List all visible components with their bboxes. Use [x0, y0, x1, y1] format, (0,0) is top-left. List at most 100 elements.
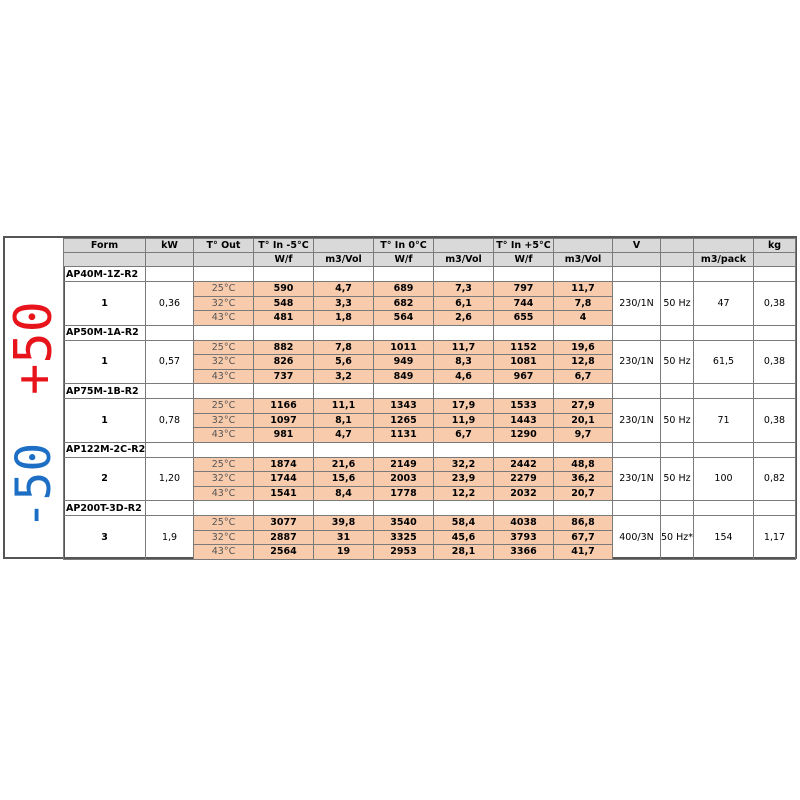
value-cell: 1778: [373, 485, 434, 501]
pack-cell: 61,5: [693, 339, 754, 384]
empty-cell: [373, 324, 434, 341]
value-cell: 2953: [373, 544, 434, 560]
t-out-cell: 25°C: [193, 281, 254, 297]
form-cell: 1: [63, 281, 146, 326]
header-row: W/f m3/Vol W/f m3/Vol W/f m3/Vol m3/pack: [63, 252, 796, 267]
empty-cell: [660, 383, 694, 399]
column-header: [193, 252, 254, 267]
form-cell: 3: [63, 515, 146, 560]
value-cell: 3366: [493, 544, 554, 560]
column-header: [753, 252, 796, 267]
value-cell: 981: [253, 427, 314, 443]
empty-cell: [493, 383, 554, 399]
value-cell: 8,3: [433, 354, 494, 370]
value-cell: 3,3: [313, 295, 374, 311]
column-header: W/f: [253, 252, 314, 267]
kw-cell: 1,9: [145, 515, 194, 560]
empty-cell: [373, 266, 434, 282]
empty-cell: [145, 324, 194, 341]
model-name: AP50M-1A-R2: [63, 324, 146, 341]
value-cell: 1343: [373, 398, 434, 414]
t-out-cell: 25°C: [193, 398, 254, 414]
empty-cell: [433, 324, 494, 341]
t-out-cell: 43°C: [193, 544, 254, 560]
value-cell: 2003: [373, 471, 434, 487]
value-cell: 67,7: [553, 529, 613, 545]
value-cell: 31: [313, 529, 374, 545]
empty-cell: [433, 383, 494, 399]
column-header: m3/Vol: [433, 252, 494, 267]
empty-cell: [693, 383, 754, 399]
column-header: m3/Vol: [313, 252, 374, 267]
frequency-cell: 50 Hz: [660, 398, 694, 443]
t-out-cell: 32°C: [193, 471, 254, 487]
value-cell: 11,9: [433, 412, 494, 428]
value-cell: 19,6: [553, 339, 613, 355]
empty-cell: [193, 441, 254, 458]
value-cell: 1874: [253, 456, 314, 472]
value-cell: 8,4: [313, 485, 374, 501]
value-cell: 23,9: [433, 471, 494, 487]
model-name: AP40M-1Z-R2: [63, 266, 146, 282]
weight-cell: 0,82: [753, 456, 796, 501]
value-cell: 1081: [493, 354, 554, 370]
voltage-cell: 400/3N: [612, 515, 661, 560]
value-cell: 7,8: [313, 339, 374, 355]
data-row: 43°C 481 1,8 564 2,6 655 4: [64, 310, 796, 326]
value-cell: 27,9: [553, 398, 613, 414]
empty-cell: [612, 383, 661, 399]
hot-limit-label: +50: [5, 301, 64, 395]
pack-cell: 71: [693, 398, 754, 443]
value-cell: 6,1: [433, 295, 494, 311]
value-cell: 4,7: [313, 281, 374, 297]
value-cell: 4: [553, 310, 613, 326]
model-row: AP75M-1B-R2: [63, 383, 796, 399]
t-out-cell: 25°C: [193, 339, 254, 355]
empty-cell: [193, 500, 254, 516]
temperature-range-column: +50 -50: [5, 238, 65, 557]
data-row: 1 0,78 25°C 1166 11,1 1343 17,9 1533 27,9 230/1N 5…: [63, 398, 796, 443]
empty-cell: [313, 441, 374, 458]
empty-cell: [493, 500, 554, 516]
column-header: [693, 238, 754, 253]
frequency-cell: 50 Hz*: [660, 515, 694, 560]
spec-table-panel: +50 -50 Form kW T° Out T° In -5°C T° In 0°C T…: [3, 236, 797, 560]
kw-cell: 0,57: [145, 339, 194, 384]
weight-cell: 0,38: [753, 281, 796, 326]
value-cell: 36,2: [553, 471, 613, 487]
empty-cell: [373, 441, 434, 458]
value-cell: 7,3: [433, 281, 494, 297]
column-header: T° In -5°C: [253, 238, 314, 253]
header-row: Form kW T° Out T° In -5°C T° In 0°C T° In +5°…: [63, 238, 796, 253]
value-cell: 15,6: [313, 471, 374, 487]
empty-cell: [660, 266, 694, 282]
empty-cell: [612, 324, 661, 341]
value-cell: 86,8: [553, 515, 613, 531]
column-header: W/f: [373, 252, 434, 267]
column-header: [145, 252, 194, 267]
frequency-cell: 50 Hz: [660, 456, 694, 501]
value-cell: 797: [493, 281, 554, 297]
empty-cell: [145, 383, 194, 399]
value-cell: 548: [253, 295, 314, 311]
column-header: [553, 238, 613, 253]
empty-cell: [660, 500, 694, 516]
value-cell: 2442: [493, 456, 554, 472]
frequency-cell: 50 Hz: [660, 281, 694, 326]
value-cell: 17,9: [433, 398, 494, 414]
model-name: AP200T-3D-R2: [63, 500, 146, 516]
value-cell: 3540: [373, 515, 434, 531]
column-header: T° In 0°C: [373, 238, 434, 253]
value-cell: 564: [373, 310, 434, 326]
value-cell: 1744: [253, 471, 314, 487]
voltage-cell: 230/1N: [612, 339, 661, 384]
empty-cell: [433, 266, 494, 282]
kw-cell: 0,36: [145, 281, 194, 326]
empty-cell: [693, 500, 754, 516]
value-cell: 12,8: [553, 354, 613, 370]
empty-cell: [253, 324, 314, 341]
weight-cell: 1,17: [753, 515, 796, 560]
spec-table: Form kW T° Out T° In -5°C T° In 0°C T° In +5°…: [63, 238, 796, 560]
kw-cell: 1,20: [145, 456, 194, 501]
value-cell: 1011: [373, 339, 434, 355]
